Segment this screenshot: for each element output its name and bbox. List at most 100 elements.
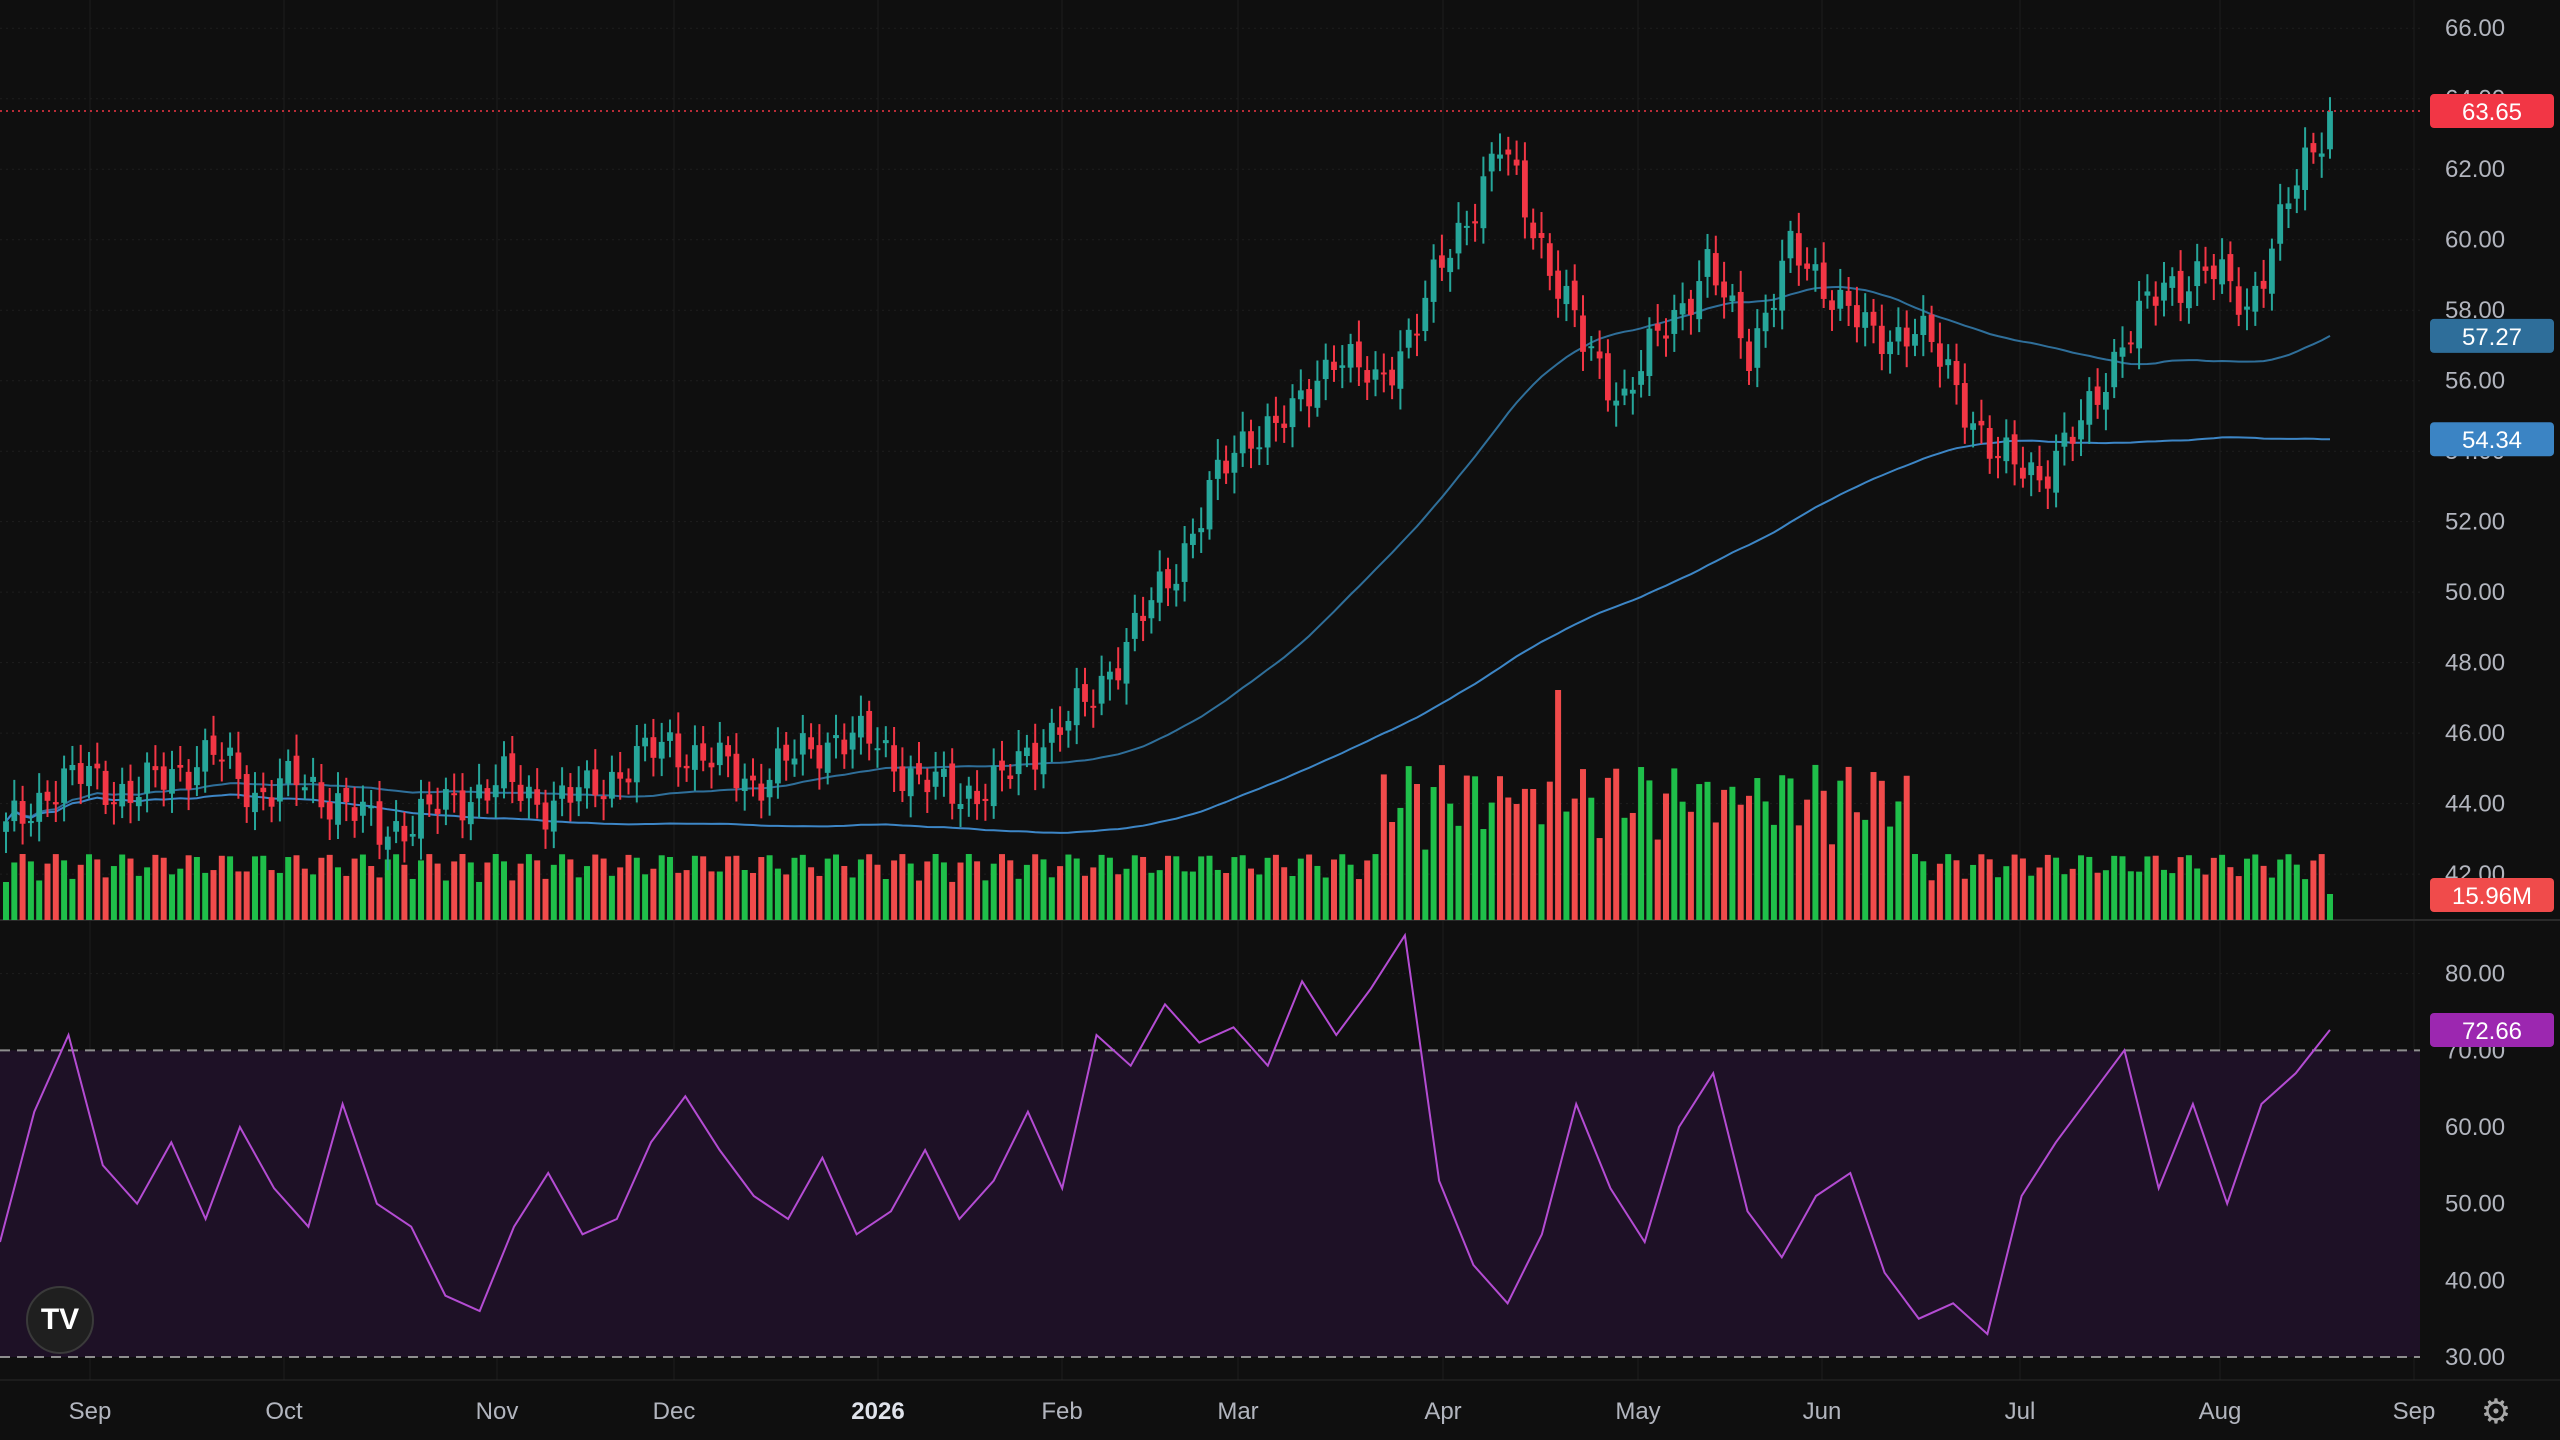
candle-body bbox=[658, 741, 665, 759]
candle-body bbox=[2011, 434, 2018, 465]
volume-bar bbox=[1214, 869, 1221, 920]
volume-bar bbox=[351, 858, 358, 920]
candle-body bbox=[235, 752, 242, 779]
candle-body bbox=[359, 801, 366, 816]
volume-bar bbox=[1314, 865, 1321, 920]
volume-bar bbox=[2235, 876, 2242, 920]
candle-body bbox=[310, 776, 317, 782]
volume-bar bbox=[1970, 864, 1977, 920]
volume-bar bbox=[625, 854, 632, 920]
candle-body bbox=[1472, 221, 1479, 224]
candle-body bbox=[1978, 420, 1985, 426]
candle-body bbox=[1770, 307, 1777, 310]
candle-body bbox=[1646, 328, 1653, 377]
candle-body bbox=[19, 801, 26, 824]
volume-bar bbox=[492, 854, 499, 920]
time-tick-label: 2026 bbox=[851, 1398, 904, 1425]
volume-bar bbox=[243, 871, 250, 920]
volume-bar bbox=[1787, 778, 1794, 920]
volume-bar bbox=[2053, 857, 2060, 920]
candle-body bbox=[2127, 342, 2134, 345]
volume-bar bbox=[393, 854, 400, 920]
candle-body bbox=[1762, 312, 1769, 332]
candle-body bbox=[1281, 423, 1288, 428]
volume-bar bbox=[1712, 822, 1719, 920]
candle-body bbox=[2152, 296, 2159, 306]
price-tick-label: 44.00 bbox=[2445, 791, 2505, 818]
candle-body bbox=[451, 793, 458, 796]
volume-bar bbox=[891, 860, 898, 920]
candle-body bbox=[409, 834, 416, 837]
time-tick-label: Aug bbox=[2199, 1398, 2242, 1425]
time-tick-label: Dec bbox=[653, 1398, 696, 1425]
candle-body bbox=[650, 737, 657, 758]
candle-body bbox=[2028, 462, 2035, 476]
volume-bar bbox=[2044, 854, 2051, 920]
candle-body bbox=[1339, 365, 1346, 368]
volume-bar bbox=[2028, 875, 2035, 920]
candle-body bbox=[86, 765, 92, 787]
candle-body bbox=[758, 783, 765, 801]
candle-body bbox=[2210, 265, 2217, 280]
candle-body bbox=[999, 760, 1005, 771]
candle-body bbox=[2268, 248, 2275, 294]
candle-body bbox=[1297, 390, 1304, 400]
candle-body bbox=[2136, 300, 2143, 349]
candle-body bbox=[608, 771, 615, 799]
volume-bar bbox=[700, 856, 707, 920]
candle-body bbox=[2119, 347, 2126, 357]
volume-bar bbox=[202, 872, 209, 920]
volume-bar bbox=[1082, 875, 1088, 920]
moving-average-long-line bbox=[5, 436, 2330, 834]
volume-bar bbox=[1098, 854, 1105, 920]
volume-bar bbox=[409, 878, 416, 920]
volume-bar bbox=[1945, 854, 1952, 920]
candle-body bbox=[102, 770, 109, 805]
volume-bar bbox=[301, 868, 308, 920]
candle-body bbox=[1986, 427, 1993, 459]
volume-bar bbox=[534, 860, 541, 920]
volume-bar bbox=[160, 857, 167, 920]
candle-body bbox=[1189, 533, 1196, 545]
volume-bar bbox=[2003, 866, 2010, 920]
volume-bar bbox=[658, 855, 665, 920]
candle-body bbox=[1430, 259, 1437, 302]
candle-body bbox=[1438, 255, 1445, 268]
gear-icon[interactable]: ⚙ bbox=[2480, 1392, 2512, 1432]
candle-body bbox=[625, 778, 632, 783]
candle-body bbox=[1555, 270, 1562, 299]
volume-bar bbox=[799, 854, 806, 920]
time-tick-label: Jun bbox=[1803, 1398, 1842, 1425]
volume-bar bbox=[1472, 776, 1479, 920]
candle-body bbox=[716, 742, 723, 766]
volume-bar bbox=[1264, 857, 1271, 920]
candle-body bbox=[1862, 312, 1869, 328]
candle-body bbox=[1878, 325, 1885, 354]
volume-bar bbox=[1239, 855, 1246, 920]
candle-body bbox=[2244, 306, 2250, 310]
candle-body bbox=[210, 735, 217, 755]
volume-bar bbox=[1513, 803, 1520, 920]
volume-bar bbox=[608, 875, 615, 920]
candle-body bbox=[1422, 297, 1429, 332]
candle-body bbox=[2285, 203, 2292, 210]
candle-body bbox=[1737, 291, 1744, 339]
time-tick-label: Sep bbox=[69, 1398, 112, 1425]
tradingview-logo-icon[interactable]: TV bbox=[26, 1286, 94, 1354]
volume-bar bbox=[368, 866, 375, 920]
volume-bar bbox=[949, 881, 956, 920]
candle-body bbox=[2227, 254, 2234, 282]
rsi-overbought-oversold-band bbox=[0, 1050, 2420, 1357]
price-labels: 63.65 57.27 54.34 15.96M 72.66 bbox=[0, 94, 2554, 1047]
volume-bar bbox=[1795, 825, 1802, 920]
volume-bar bbox=[27, 861, 34, 920]
volume-bar bbox=[575, 877, 582, 920]
volume-bar bbox=[1405, 766, 1412, 920]
rsi-line-path bbox=[0, 932, 2331, 1336]
volume-bar bbox=[459, 854, 466, 920]
volume-bar bbox=[36, 880, 43, 920]
volume-bar bbox=[102, 877, 109, 920]
candle-body bbox=[542, 802, 549, 830]
volume-bar bbox=[1414, 784, 1420, 920]
